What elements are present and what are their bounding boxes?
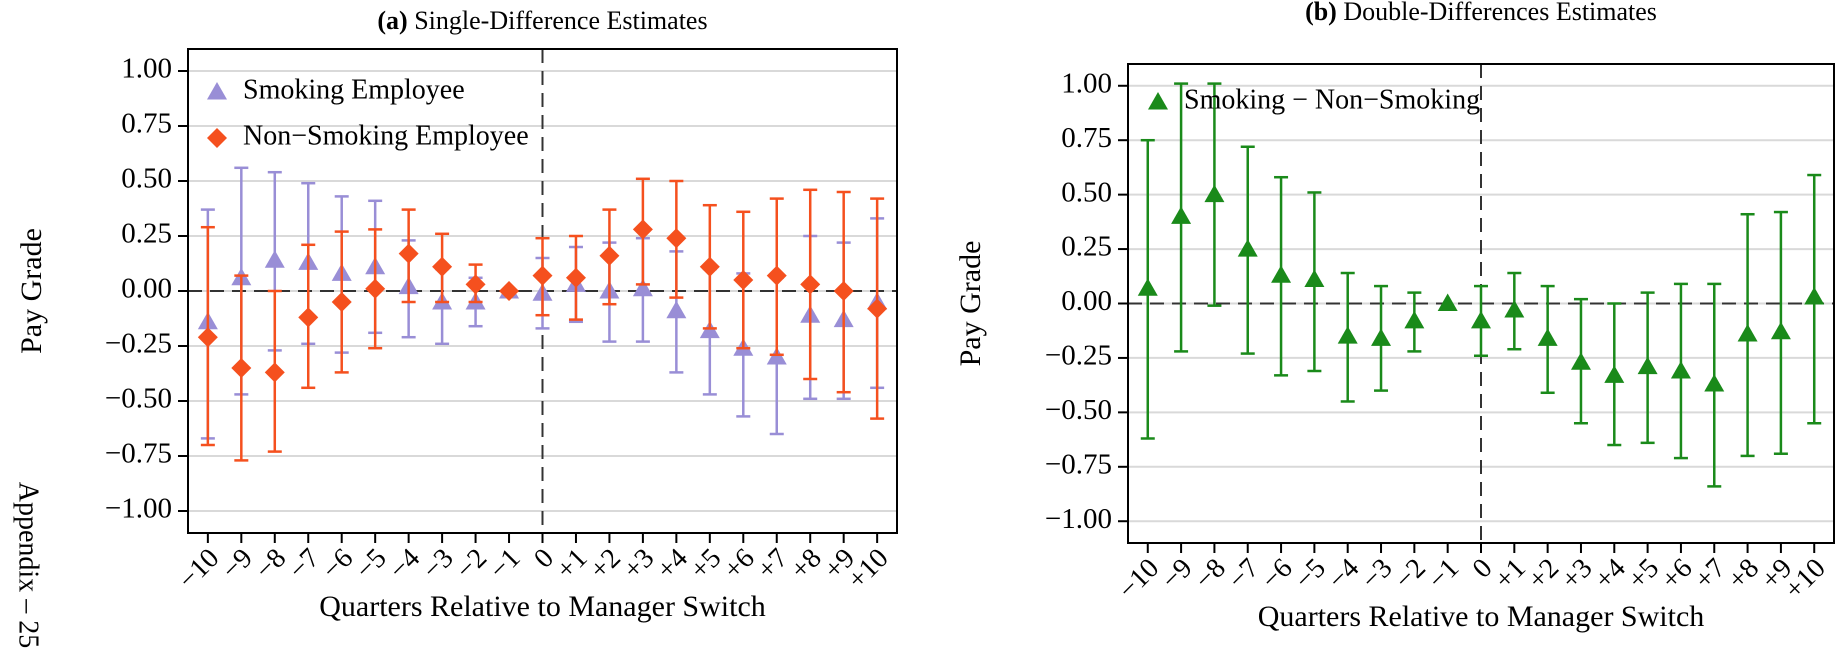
y-tick-label: 0.00 (1061, 285, 1112, 317)
point (231, 358, 252, 378)
point (833, 281, 854, 301)
x-tick-label: +10 (1779, 553, 1832, 606)
point (1271, 265, 1292, 283)
point (331, 292, 352, 312)
legend-label: Non−Smoking Employee (243, 120, 529, 151)
point (532, 265, 553, 286)
y-tick-label: 0.00 (121, 273, 172, 305)
chart-title: (b) Double-Differences Estimates (1305, 0, 1657, 26)
point (632, 219, 653, 240)
point (197, 327, 218, 348)
title-text: Single-Difference Estimates (414, 6, 707, 35)
legend-marker (1148, 92, 1168, 110)
point (398, 243, 419, 264)
point (1404, 310, 1425, 329)
y-axis-label: Pay Grade (15, 228, 48, 354)
point (264, 362, 285, 383)
y-tick-label: 0.50 (121, 163, 172, 195)
y-tick-label: 1.00 (1061, 67, 1112, 99)
point (1770, 321, 1791, 340)
x-axis-label: Quarters Relative to Manager Switch (319, 590, 766, 623)
page-footer: Appendix – 25 (13, 482, 44, 648)
point (1570, 352, 1591, 370)
point (1804, 286, 1825, 305)
title-text: Double-Differences Estimates (1343, 0, 1657, 26)
x-axis-label: Quarters Relative to Manager Switch (1258, 600, 1705, 633)
point (1637, 356, 1658, 375)
y-tick-label: 0.50 (1061, 176, 1112, 208)
x-tick-label: −1 (1422, 553, 1465, 596)
y-tick-label: −0.25 (105, 328, 172, 360)
point (1437, 293, 1458, 311)
point (1670, 360, 1691, 379)
x-tick-label: −10 (172, 543, 225, 596)
point (565, 267, 586, 288)
point (1704, 374, 1725, 392)
y-tick-label: −1.00 (1045, 503, 1112, 535)
y-tick-label: 1.00 (121, 53, 172, 85)
point (465, 274, 486, 295)
y-tick-label: −0.50 (105, 383, 172, 415)
point (1137, 278, 1158, 296)
point (1604, 365, 1625, 383)
point (1371, 328, 1392, 346)
point (766, 265, 787, 286)
point (666, 300, 687, 319)
point (264, 250, 285, 268)
point (733, 270, 754, 290)
point (1471, 310, 1491, 329)
y-tick-label: −0.75 (105, 438, 172, 470)
point (499, 281, 520, 301)
y-tick-label: −0.75 (1045, 448, 1112, 480)
point (1304, 269, 1325, 288)
y-tick-label: 0.75 (121, 108, 172, 140)
title-label: (a) (377, 6, 407, 35)
y-tick-label: −0.25 (1045, 340, 1112, 372)
title-label: (b) (1305, 0, 1337, 26)
point (632, 278, 653, 297)
y-tick-label: 0.25 (1061, 231, 1112, 263)
chart-title: (a) Single-Difference Estimates (377, 6, 707, 35)
point (1171, 206, 1192, 224)
point (699, 256, 720, 277)
point (1237, 239, 1258, 257)
legend-label: Smoking Employee (243, 74, 465, 105)
legend-label: Smoking − Non−Smoking (1184, 84, 1480, 115)
y-tick-label: 0.75 (1061, 122, 1112, 154)
point (1337, 326, 1358, 344)
y-tick-label: 0.25 (121, 218, 172, 250)
point (599, 245, 620, 266)
point (800, 274, 821, 295)
point (1537, 328, 1558, 346)
y-axis-label: Pay Grade (954, 241, 987, 367)
x-tick-label: −10 (1112, 553, 1165, 606)
point (365, 278, 386, 299)
point (432, 256, 453, 277)
point (1204, 184, 1225, 203)
plot-frame (187, 48, 898, 534)
x-tick-label: +10 (842, 543, 895, 596)
y-tick-label: −0.50 (1045, 394, 1112, 426)
point (867, 298, 888, 319)
legend-marker (207, 128, 227, 148)
point (298, 307, 319, 328)
point (1737, 323, 1758, 342)
plot-frame (1127, 63, 1835, 544)
legend-marker (207, 82, 227, 100)
y-tick-label: −1.00 (105, 493, 172, 525)
x-tick-label: −1 (484, 543, 527, 586)
point (666, 228, 687, 249)
point (1504, 300, 1525, 318)
